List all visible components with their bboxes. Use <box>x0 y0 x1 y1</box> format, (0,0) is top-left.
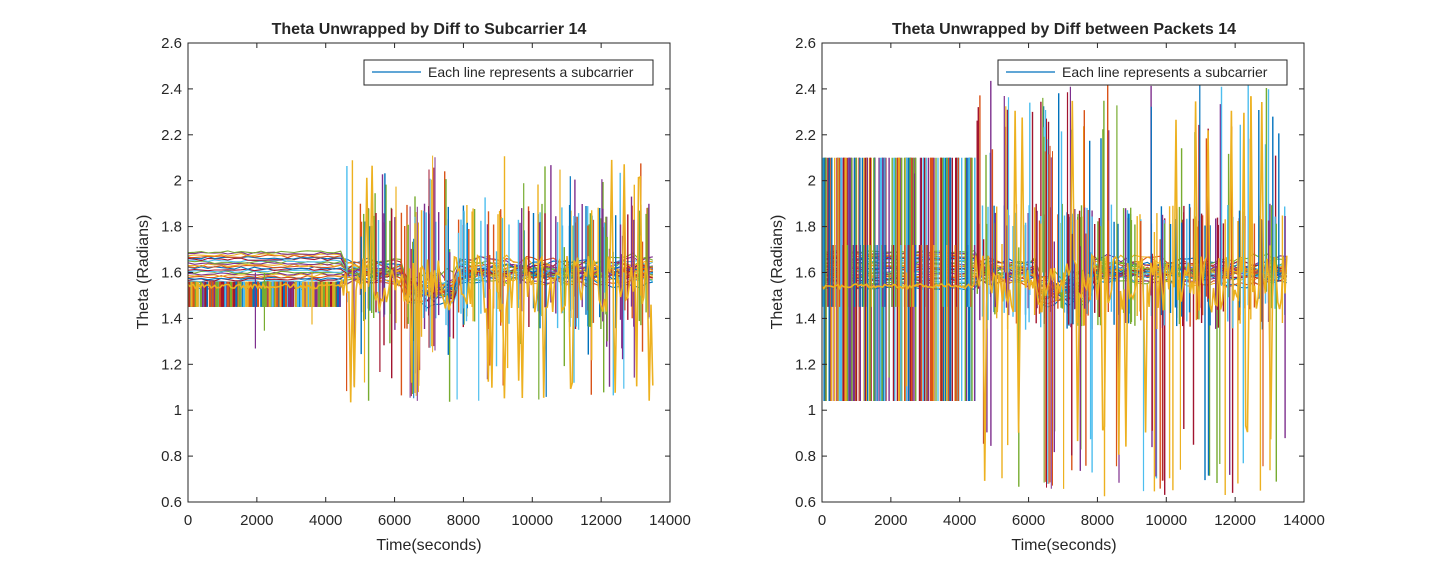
x-axis-ticks: 0 2000 4000 6000 8000 10000 12000 14000 <box>818 43 1325 529</box>
y-axis-ticks: 0.6 0.8 1 1.2 1.4 1.6 1.8 2 2.2 2.4 2.6 <box>795 35 1304 511</box>
legend: Each line represents a subcarrier <box>363 59 654 86</box>
y-tick-label: 2.2 <box>161 127 182 144</box>
data-lines <box>821 78 1288 497</box>
series-line-highlight <box>821 96 1288 481</box>
plot-title: Theta Unwrapped by Diff to Subcarrier 14 <box>272 21 587 38</box>
series-line-highlight <box>187 159 654 403</box>
y-tick-label: 1.6 <box>795 265 816 282</box>
x-tick-label: 4000 <box>943 512 976 529</box>
y-tick-label: 1 <box>174 402 182 419</box>
data-lines <box>187 155 654 403</box>
y-tick-label: 2 <box>808 173 816 190</box>
y-tick-label: 1.4 <box>161 310 182 327</box>
x-tick-label: 0 <box>818 512 826 529</box>
legend-label: Each line represents a subcarrier <box>428 64 634 80</box>
legend-label: Each line represents a subcarrier <box>1062 64 1268 80</box>
y-tick-label: 2.4 <box>795 81 816 98</box>
x-tick-label: 12000 <box>580 512 622 529</box>
x-axis-label: Time(seconds) <box>376 537 481 554</box>
y-axis-label: Theta (Radians) <box>135 215 152 330</box>
y-tick-label: 1.6 <box>161 265 182 282</box>
x-tick-label: 14000 <box>1283 512 1325 529</box>
y-tick-label: 0.8 <box>161 448 182 465</box>
y-tick-label: 1.2 <box>795 356 816 373</box>
y-tick-label: 1 <box>808 402 816 419</box>
x-axis-ticks: 0 2000 4000 6000 8000 10000 12000 14000 <box>184 43 691 529</box>
y-tick-label: 2.6 <box>795 35 816 52</box>
x-tick-label: 6000 <box>1012 512 1045 529</box>
x-tick-label: 8000 <box>1081 512 1114 529</box>
x-tick-label: 4000 <box>309 512 342 529</box>
x-tick-label: 8000 <box>447 512 480 529</box>
y-tick-label: 0.6 <box>161 494 182 511</box>
y-tick-label: 1.4 <box>795 310 816 327</box>
x-tick-label: 0 <box>184 512 192 529</box>
y-tick-label: 2 <box>174 173 182 190</box>
x-tick-label: 10000 <box>511 512 553 529</box>
y-axis-label: Theta (Radians) <box>769 215 786 330</box>
y-tick-label: 2.4 <box>161 81 182 98</box>
x-tick-label: 10000 <box>1145 512 1187 529</box>
y-axis-ticks: 0.6 0.8 1 1.2 1.4 1.6 1.8 2 2.2 2.4 2.6 <box>161 35 670 511</box>
x-tick-label: 2000 <box>240 512 273 529</box>
legend: Each line represents a subcarrier <box>997 59 1288 86</box>
y-tick-label: 1.2 <box>161 356 182 373</box>
y-tick-label: 2.6 <box>161 35 182 52</box>
x-tick-label: 6000 <box>378 512 411 529</box>
x-axis-label: Time(seconds) <box>1011 537 1116 554</box>
plot-title: Theta Unwrapped by Diff between Packets … <box>892 21 1236 38</box>
y-tick-label: 0.6 <box>795 494 816 511</box>
y-tick-label: 2.2 <box>795 127 816 144</box>
y-tick-label: 1.8 <box>161 219 182 236</box>
x-tick-label: 2000 <box>874 512 907 529</box>
y-tick-label: 1.8 <box>795 219 816 236</box>
left-plot: Theta Unwrapped by Diff to Subcarrier 14… <box>135 21 691 554</box>
x-tick-label: 12000 <box>1214 512 1256 529</box>
y-tick-label: 0.8 <box>795 448 816 465</box>
right-plot: Theta Unwrapped by Diff between Packets … <box>769 21 1325 554</box>
x-tick-label: 14000 <box>649 512 691 529</box>
